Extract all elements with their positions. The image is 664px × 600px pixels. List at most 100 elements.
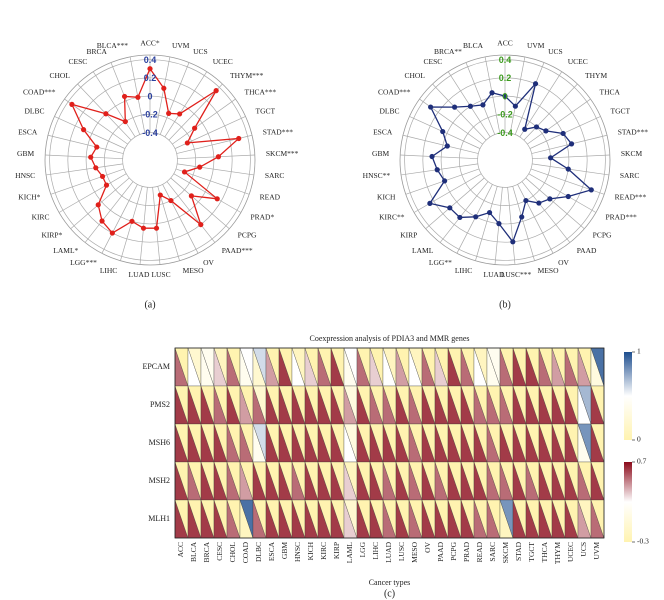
data-point: [140, 225, 147, 231]
spoke: [465, 62, 496, 135]
data-point: [489, 90, 495, 96]
colorbar-label: 1: [637, 347, 641, 356]
data-point: [427, 200, 433, 206]
category-label: KICH: [377, 193, 396, 202]
category-label: GBM: [372, 149, 389, 158]
colorbar: [624, 352, 632, 440]
spoke: [154, 56, 171, 134]
spoke: [168, 83, 223, 141]
category-label: COAD***: [378, 87, 411, 96]
category-label: UCS: [548, 47, 563, 56]
spoke: [175, 168, 250, 195]
data-point: [565, 166, 571, 172]
column-label: LGG: [358, 541, 367, 557]
data-point: [213, 88, 219, 94]
category-label: HNSC: [15, 171, 35, 180]
column-label: THYM: [553, 542, 562, 564]
data-point: [536, 200, 542, 206]
category-label: THCA***: [244, 87, 276, 96]
column-label: UCS: [579, 542, 588, 557]
spoke: [101, 184, 138, 254]
r-tick-label: -0.2: [142, 110, 158, 120]
category-label: UCEC: [213, 57, 233, 66]
panel-label: (a): [144, 299, 155, 310]
category-label: BRCA: [86, 47, 107, 56]
column-label: PRAD: [462, 541, 471, 562]
data-point: [444, 143, 450, 149]
category-label: THYM***: [230, 71, 264, 80]
spoke: [64, 98, 128, 145]
data-point: [440, 128, 446, 135]
spoke: [84, 181, 134, 243]
data-point: [188, 193, 195, 199]
data-point: [429, 153, 435, 160]
category-label: MESO: [183, 266, 204, 275]
r-tick-label: 0.2: [144, 73, 157, 83]
data-point: [129, 218, 135, 224]
r-tick-label: 0.4: [499, 55, 512, 65]
column-label: MESO: [410, 541, 419, 562]
category-label: ACC: [497, 39, 512, 48]
data-point: [181, 169, 188, 175]
category-label: LUAD: [129, 270, 150, 279]
column-label: TGCT: [527, 542, 536, 562]
spoke: [54, 116, 126, 149]
category-label: BRCA**: [434, 47, 462, 56]
data-point: [473, 214, 479, 220]
data-point: [588, 187, 594, 193]
data-point: [434, 167, 440, 173]
category-label: KIRC**: [379, 213, 405, 222]
column-label: CHOL: [228, 542, 237, 563]
row-label: MLH1: [148, 514, 170, 523]
column-label: UVM: [592, 542, 601, 560]
row-label: EPCAM: [142, 362, 170, 371]
category-label: LUAD: [484, 270, 505, 279]
spoke: [475, 186, 498, 261]
row-label: PMS2: [150, 400, 170, 409]
spoke: [47, 134, 124, 154]
data-line: [428, 83, 593, 244]
column-label: UCEC: [566, 542, 575, 562]
grid-ring: [477, 132, 533, 188]
category-label: TGCT: [611, 107, 631, 116]
data-point: [451, 104, 458, 110]
column-label: KIRC: [319, 542, 328, 560]
category-label: BLCA: [463, 41, 484, 50]
spoke: [159, 62, 190, 135]
colorbar-label: 0: [637, 435, 641, 444]
data-point: [568, 141, 575, 147]
panel-label: (c): [384, 588, 395, 599]
column-label: PCPG: [449, 541, 458, 560]
data-point: [236, 135, 242, 142]
category-label: ACC*: [140, 39, 159, 48]
category-label: LGG***: [70, 258, 97, 267]
category-label: PAAD: [577, 246, 597, 255]
category-label: KIRP*: [41, 231, 62, 240]
r-tick-label: 0: [502, 91, 507, 101]
column-label: ACC: [176, 542, 185, 557]
spoke: [532, 154, 610, 160]
heatmap-title: Coexpression analysis of PDIA3 and MMR g…: [310, 334, 470, 343]
data-point: [523, 197, 529, 204]
column-label: PAAD: [436, 541, 445, 561]
category-label: READ***: [615, 193, 647, 202]
data-point: [522, 126, 528, 132]
data-point: [192, 125, 198, 131]
category-label: BLCA***: [97, 41, 129, 50]
spoke: [512, 186, 535, 261]
category-label: READ: [260, 193, 281, 202]
column-label: KIRP: [332, 542, 341, 559]
category-label: ESCA: [373, 127, 393, 136]
data-line: [70, 67, 241, 234]
data-point: [519, 214, 525, 220]
column-label: SARC: [488, 542, 497, 562]
column-label: HNSC: [293, 542, 302, 562]
category-label: PCPG: [238, 231, 257, 240]
category-label: STAD***: [618, 127, 648, 136]
data-point: [135, 94, 141, 100]
data-point: [168, 197, 174, 204]
data-point: [502, 93, 508, 99]
spoke: [46, 163, 123, 176]
data-point: [428, 104, 434, 110]
category-label: LIHC: [100, 266, 118, 275]
